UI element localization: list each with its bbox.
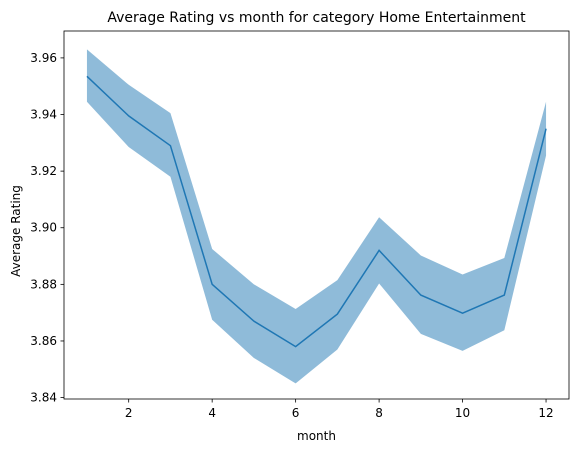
y-tick-label: 3.88 [30, 277, 57, 291]
y-tick-label: 3.86 [30, 334, 57, 348]
y-tick-label: 3.96 [30, 51, 57, 65]
x-tick-label: 12 [538, 406, 553, 420]
chart-title: Average Rating vs month for category Hom… [107, 10, 526, 26]
y-tick-label: 3.84 [30, 391, 57, 405]
x-axis-label: month [297, 429, 336, 443]
x-tick-label: 6 [292, 406, 300, 420]
y-tick-label: 3.90 [30, 221, 57, 235]
y-tick-label: 3.92 [30, 164, 57, 178]
y-tick-label: 3.94 [30, 108, 57, 122]
x-tick-label: 4 [208, 406, 216, 420]
x-tick-label: 8 [375, 406, 383, 420]
y-axis-label: Average Rating [9, 185, 23, 277]
x-tick-label: 10 [455, 406, 470, 420]
x-tick-label: 2 [125, 406, 133, 420]
